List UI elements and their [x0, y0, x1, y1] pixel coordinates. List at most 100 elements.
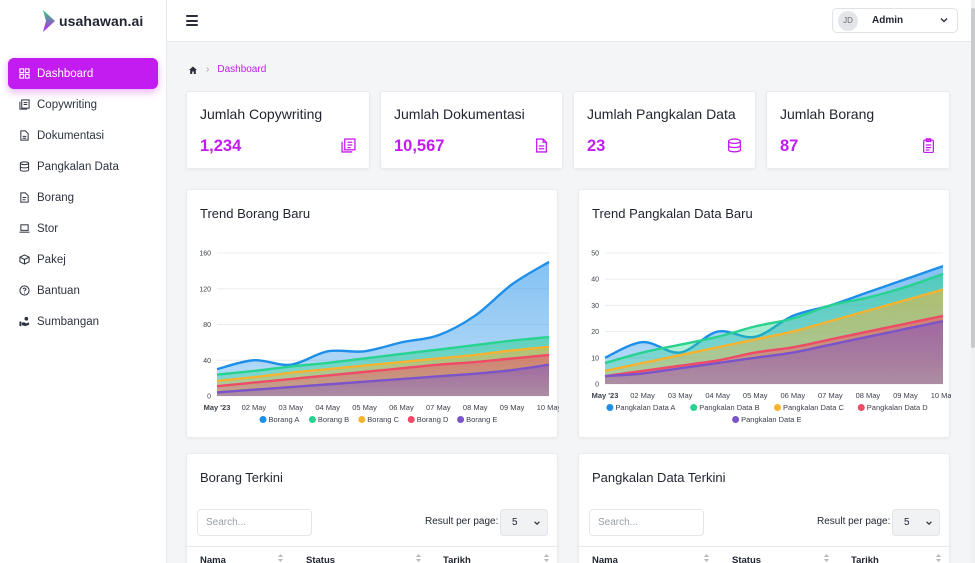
rpp-value: 5 [904, 517, 910, 528]
home-icon[interactable] [188, 65, 198, 75]
laptop-icon [19, 224, 30, 233]
rpp-select[interactable]: 5 [500, 509, 548, 536]
x-tick-label: 07 May [818, 391, 843, 400]
column-header-status[interactable]: Status [732, 555, 762, 563]
x-tick-label: 10 May [537, 403, 559, 412]
user-name: Admin [872, 15, 904, 26]
sidebar-item-label: Bantuan [37, 284, 80, 297]
legend-label: Pangkalan Data A [615, 403, 675, 412]
x-tick-label: 08 May [856, 391, 881, 400]
sort-icon[interactable] [935, 553, 942, 563]
series-line [216, 260, 550, 371]
sort-icon[interactable] [703, 553, 710, 563]
database-icon [727, 138, 742, 153]
x-tick-label: 03 May [668, 391, 693, 400]
sidebar-item-label: Dashboard [37, 67, 94, 80]
legend-marker [606, 404, 614, 411]
stat-card-borang: Jumlah Borang 87 [766, 91, 950, 169]
table-card-pangkalan-data: Pangkalan Data Terkini Search... Result … [578, 453, 950, 563]
stat-title: Jumlah Borang [780, 106, 875, 122]
stat-title: Jumlah Copywriting [200, 106, 323, 122]
stat-card-copywriting: Jumlah Copywriting 1,234 [186, 91, 370, 169]
legend-marker [690, 404, 698, 411]
breadcrumb-separator: › [206, 64, 210, 75]
user-menu[interactable]: JD Admin [832, 8, 958, 33]
table-card-borang: Borang Terkini Search... Result per page… [186, 453, 558, 563]
sidebar-item-label: Borang [37, 191, 75, 204]
column-header-tarikh[interactable]: Tarikh [851, 555, 879, 563]
chevron-down-icon [940, 18, 948, 23]
sidebar-item-label: Pangkalan Data [37, 160, 119, 173]
sidebar-item-label: Sumbangan [37, 315, 100, 328]
x-tick-label: 05 May [743, 391, 768, 400]
chevron-down-icon [534, 521, 540, 526]
series-line [604, 314, 944, 378]
document-icon [536, 138, 547, 153]
chart-legend: Pangkalan Data A Pangkalan Data B Pangkala… [606, 403, 928, 424]
avatar: JD [838, 10, 858, 31]
column-header-nama[interactable]: Nama [592, 555, 618, 563]
chart-borang: 0 40 80 120 160 May '23 02 May 03 May 04 May 05 M… [199, 251, 559, 425]
sidebar-nav: Dashboard Copywriting Dokumentasi Pangka… [8, 58, 158, 337]
chart-card-borang: Trend Borang Baru 0 40 80 120 160 May '23 02 M… [186, 189, 559, 438]
x-tick-label: May '23 [204, 403, 231, 412]
column-header-nama[interactable]: Nama [200, 555, 226, 563]
y-tick-label: 80 [203, 322, 211, 329]
stat-title: Jumlah Pangkalan Data [587, 106, 736, 122]
sidebar-item-sumbangan[interactable]: Sumbangan [8, 306, 158, 337]
legend-label: Pangkalan Data B [699, 403, 759, 412]
sidebar-item-stor[interactable]: Stor [8, 213, 158, 244]
sidebar-item-pangkalan-data[interactable]: Pangkalan Data [8, 151, 158, 182]
x-tick-label: 02 May [630, 391, 655, 400]
rpp-select[interactable]: 5 [892, 509, 940, 536]
column-header-tarikh[interactable]: Tarikh [443, 555, 471, 563]
x-tick-label: 10 May [931, 391, 951, 400]
scrollbar-thumb[interactable] [971, 8, 975, 348]
scrollbar[interactable] [971, 0, 975, 563]
search-input[interactable]: Search... [197, 509, 312, 536]
sidebar-item-dashboard[interactable]: Dashboard [8, 58, 158, 89]
column-header-status[interactable]: Status [306, 555, 336, 563]
sidebar-item-copywriting[interactable]: Copywriting [8, 89, 158, 120]
sort-icon[interactable] [543, 553, 550, 563]
sidebar-item-dokumentasi[interactable]: Dokumentasi [8, 120, 158, 151]
logo-icon [43, 10, 55, 32]
legend-label: Borang E [466, 415, 497, 424]
y-tick-label: 50 [591, 251, 599, 258]
y-tick-label: 20 [591, 329, 599, 336]
sort-icon[interactable] [277, 553, 284, 563]
search-input[interactable]: Search... [589, 509, 704, 536]
y-tick-label: 0 [207, 394, 211, 401]
sidebar-item-borang[interactable]: Borang [8, 182, 158, 213]
sort-icon[interactable] [415, 553, 422, 563]
chart-title: Trend Pangkalan Data Baru [592, 206, 753, 221]
y-tick-label: 30 [591, 303, 599, 310]
legend-marker [457, 416, 465, 423]
legend-marker [358, 416, 366, 423]
chart-legend: Borang A Borang B Borang C Borang D Borang E [259, 415, 497, 424]
table-title: Pangkalan Data Terkini [592, 470, 726, 485]
stat-card-pangkalan-data: Jumlah Pangkalan Data 23 [573, 91, 756, 169]
stat-title: Jumlah Dokumentasi [394, 106, 525, 122]
sidebar-item-bantuan[interactable]: Bantuan [8, 275, 158, 306]
series-line [604, 272, 944, 365]
document-icon [20, 130, 29, 141]
topbar: JD Admin [167, 0, 975, 42]
x-tick-label: 06 May [389, 403, 414, 412]
menu-toggle-icon[interactable] [186, 15, 198, 26]
chevron-down-icon [926, 521, 932, 526]
breadcrumb-current[interactable]: Dashboard [217, 64, 267, 75]
stat-value: 87 [780, 137, 799, 155]
sort-icon[interactable] [823, 553, 830, 563]
y-tick-label: 160 [199, 251, 211, 258]
x-tick-label: 04 May [315, 403, 340, 412]
sidebar-item-pakej[interactable]: Pakej [8, 244, 158, 275]
brand-logo[interactable]: usahawan.ai [40, 8, 143, 34]
x-tick-label: 02 May [242, 403, 267, 412]
stat-value: 1,234 [200, 137, 242, 155]
legend-marker [857, 404, 865, 411]
series-line [216, 353, 550, 388]
form-icon [20, 192, 29, 203]
x-tick-label: 05 May [352, 403, 377, 412]
y-tick-label: 0 [595, 382, 599, 389]
